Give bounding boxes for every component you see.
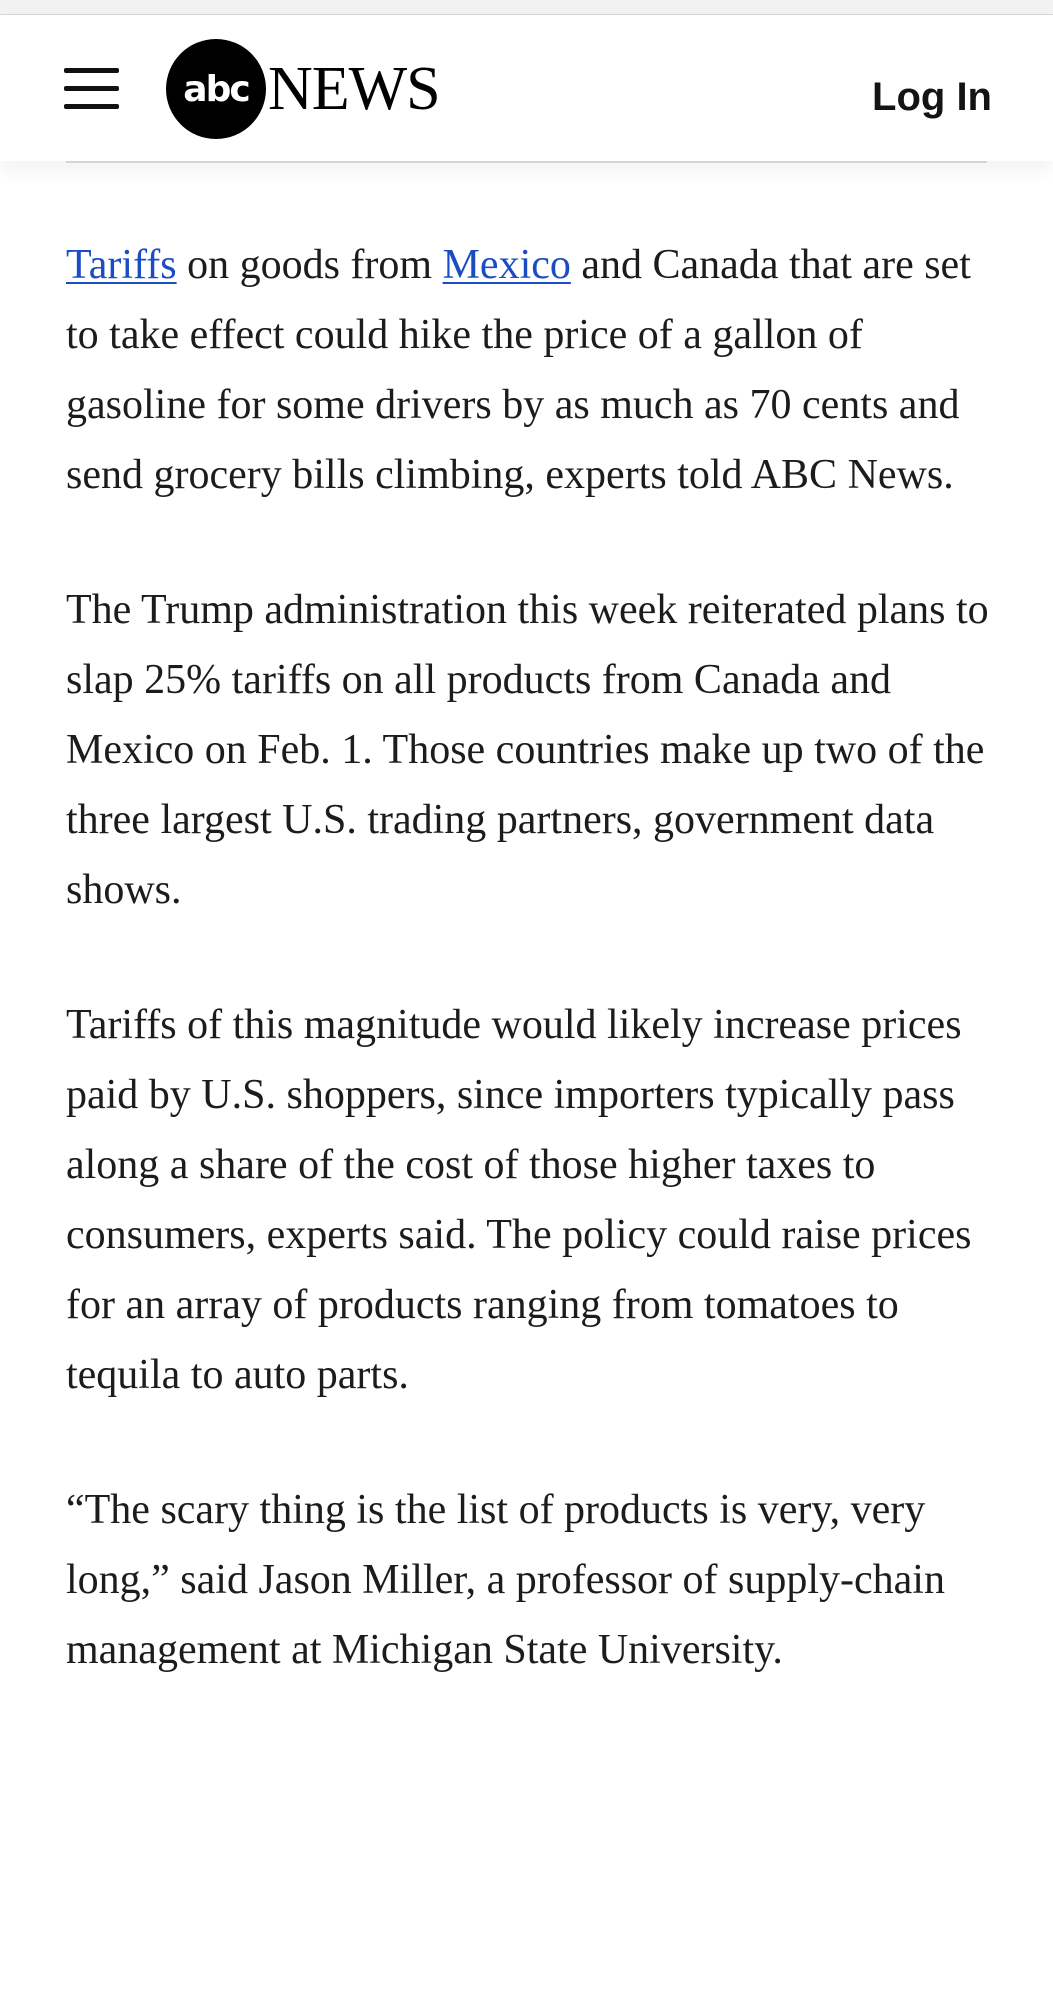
menu-bar-middle bbox=[64, 86, 119, 91]
mexico-link[interactable]: Mexico bbox=[442, 242, 571, 288]
abc-logo-circle: abc bbox=[166, 39, 266, 139]
browser-top-strip bbox=[0, 0, 1053, 15]
menu-bar-top bbox=[64, 68, 119, 73]
hamburger-menu-icon[interactable] bbox=[64, 66, 120, 112]
abc-news-logo[interactable]: abc NEWS bbox=[166, 37, 441, 141]
article-paragraph-3: Tariffs of this magnitude would likely i… bbox=[66, 1002, 972, 1398]
news-logo-word: NEWS bbox=[268, 55, 441, 123]
article-paragraph-1: Tariffs on goods from Mexico and Canada … bbox=[66, 230, 1006, 510]
login-button[interactable]: Log In bbox=[872, 75, 992, 119]
tariffs-link[interactable]: Tariffs bbox=[66, 242, 177, 288]
article-paragraph-2: The Trump administration this week reite… bbox=[66, 587, 989, 913]
menu-bar-bottom bbox=[64, 104, 119, 109]
site-header: abc NEWS Log In bbox=[0, 15, 1053, 161]
paragraph-1-text-b: and Canada that are set to take effect c… bbox=[66, 242, 971, 498]
paragraph-1-text-a: on goods from bbox=[176, 242, 443, 288]
article-body: Tariffs on goods from Mexico and Canada … bbox=[66, 230, 1006, 1750]
article-paragraph-4: “The scary thing is the list of products… bbox=[66, 1487, 945, 1673]
header-divider bbox=[66, 161, 987, 163]
